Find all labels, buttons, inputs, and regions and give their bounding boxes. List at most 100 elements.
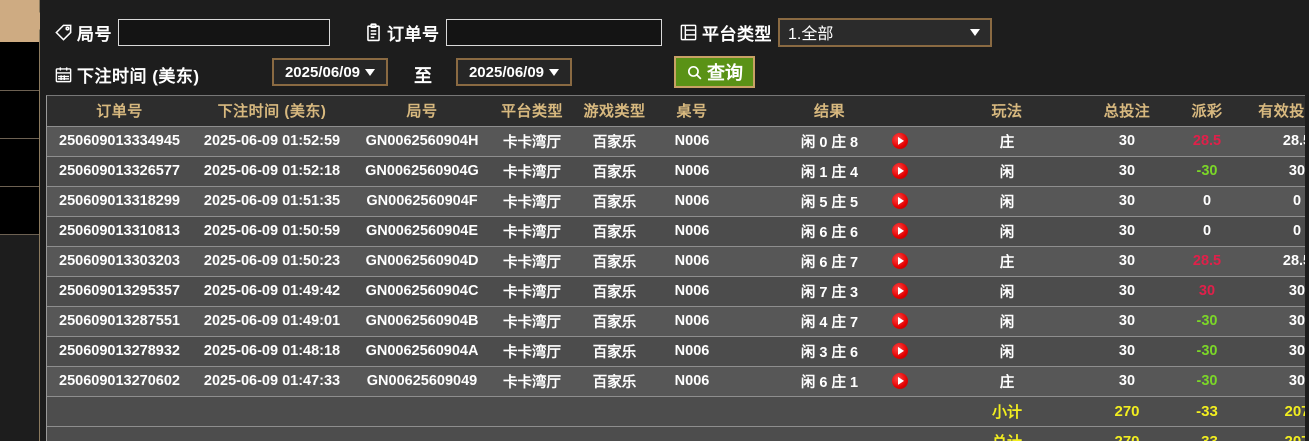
filter-bar: 局号 订单号 — [46, 8, 1303, 92]
play-icon[interactable] — [892, 163, 908, 180]
replay-button-wrap[interactable] — [892, 283, 908, 300]
cell-game: 百家乐 — [572, 126, 657, 157]
cell-payout: -30 — [1172, 366, 1242, 397]
query-button[interactable]: 查询 — [674, 56, 755, 88]
col-round[interactable]: 局号 — [352, 96, 492, 127]
col-table[interactable]: 桌号 — [657, 96, 727, 127]
replay-button-wrap[interactable] — [892, 223, 908, 240]
col-play[interactable]: 玩法 — [932, 96, 1082, 127]
cell-platform: 卡卡湾厅 — [492, 276, 572, 307]
cell-play: 闲 — [932, 216, 1082, 247]
table-row[interactable]: 250609013270602 2025-06-09 01:47:33 GN0062… — [47, 366, 1305, 397]
platform-select-value: 1.全部 — [788, 26, 834, 43]
total-row: 总计270-33207 — [47, 426, 1305, 441]
cell-platform: 卡卡湾厅 — [492, 126, 572, 157]
cell-result: 闲 3 庄 6 — [727, 336, 932, 367]
replay-button-wrap[interactable] — [892, 163, 908, 180]
cell-table: N006 — [657, 216, 727, 247]
table-row[interactable]: 250609013295357 2025-06-09 01:49:42 GN0062… — [47, 276, 1305, 307]
cell-table: N006 — [657, 246, 727, 277]
play-icon[interactable] — [892, 313, 908, 330]
table-row[interactable]: 250609013310813 2025-06-09 01:50:59 GN0062… — [47, 216, 1305, 247]
table-row[interactable]: 250609013287551 2025-06-09 01:49:01 GN0062… — [47, 306, 1305, 337]
replay-button-wrap[interactable] — [892, 253, 908, 270]
table-row[interactable]: 250609013303203 2025-06-09 01:50:23 GN0062… — [47, 246, 1305, 277]
date-from-value: 2025/06/09 — [284, 63, 361, 81]
sidebar-item-1[interactable] — [0, 43, 39, 91]
result-text: 闲 6 庄 1 — [800, 374, 859, 391]
play-icon[interactable] — [892, 223, 908, 240]
cell-round: GN0062560904C — [352, 276, 492, 307]
cell-order: 250609013318299 — [47, 186, 192, 217]
sidebar-item-active[interactable] — [0, 0, 39, 43]
replay-button-wrap[interactable] — [892, 193, 908, 210]
col-total-bet[interactable]: 总投注 — [1082, 96, 1172, 127]
result-text: 闲 3 庄 6 — [800, 344, 859, 361]
cell-game: 百家乐 — [572, 366, 657, 397]
col-valid-bet[interactable]: 有效投注额 — [1242, 96, 1305, 127]
subtotal-row-label: 小计 — [932, 396, 1082, 427]
play-icon[interactable] — [892, 373, 908, 390]
cell-game: 百家乐 — [572, 336, 657, 367]
play-icon[interactable] — [892, 133, 908, 150]
round-filter: 局号 — [54, 18, 330, 46]
table-row[interactable]: 250609013334945 2025-06-09 01:52:59 GN0062… — [47, 126, 1305, 157]
col-order[interactable]: 订单号 — [47, 96, 192, 127]
col-result[interactable]: 结果 — [727, 96, 932, 127]
platform-select[interactable]: 1.全部 — [778, 17, 992, 47]
cell-play: 闲 — [932, 156, 1082, 187]
col-platform[interactable]: 平台类型 — [492, 96, 572, 127]
play-icon[interactable] — [892, 253, 908, 270]
result-text: 闲 6 庄 6 — [800, 224, 859, 241]
replay-button-wrap[interactable] — [892, 313, 908, 330]
cell-total-bet: 30 — [1082, 366, 1172, 397]
cell-platform: 卡卡湾厅 — [492, 336, 572, 367]
table-body: 250609013334945 2025-06-09 01:52:59 GN0062… — [47, 126, 1305, 441]
cell-total-bet: 30 — [1082, 216, 1172, 247]
cell-payout: 30 — [1172, 276, 1242, 307]
cell-order: 250609013334945 — [47, 126, 192, 157]
cell-round: GN0062560904H — [352, 126, 492, 157]
table-row[interactable]: 250609013278932 2025-06-09 01:48:18 GN0062… — [47, 336, 1305, 367]
table-header-row: 订单号 下注时间 (美东) 局号 平台类型 游戏类型 桌号 结果 玩法 总投注 … — [47, 96, 1305, 127]
round-input[interactable] — [118, 18, 330, 46]
col-game[interactable]: 游戏类型 — [572, 96, 657, 127]
cell-platform: 卡卡湾厅 — [492, 366, 572, 397]
play-icon[interactable] — [892, 193, 908, 210]
cell-bet-time — [192, 426, 352, 441]
order-input[interactable] — [445, 18, 662, 46]
cell-total-bet: 30 — [1082, 246, 1172, 277]
cell-table — [657, 396, 727, 427]
cell-play: 闲 — [932, 306, 1082, 337]
total-row-valid-bet: 207 — [1242, 426, 1305, 441]
play-icon[interactable] — [892, 343, 908, 360]
table-row[interactable]: 250609013326577 2025-06-09 01:52:18 GN0062… — [47, 156, 1305, 187]
sidebar-item-3[interactable] — [0, 139, 39, 187]
cell-bet-time: 2025-06-09 01:49:42 — [192, 276, 352, 307]
date-to-picker[interactable]: 2025/06/09 — [456, 58, 572, 86]
cell-bet-time: 2025-06-09 01:49:01 — [192, 306, 352, 337]
cell-play: 庄 — [932, 246, 1082, 277]
sidebar-item-2[interactable] — [0, 91, 39, 139]
platform-filter: 平台类型 1.全部 — [679, 17, 992, 47]
cell-round: GN0062560904B — [352, 306, 492, 337]
play-icon[interactable] — [892, 283, 908, 300]
col-bet-time[interactable]: 下注时间 (美东) — [192, 96, 352, 127]
table-row[interactable]: 250609013318299 2025-06-09 01:51:35 GN0062… — [47, 186, 1305, 217]
sidebar-item-4[interactable] — [0, 187, 39, 235]
cell-bet-time: 2025-06-09 01:52:18 — [192, 156, 352, 187]
cell-payout: 0 — [1172, 186, 1242, 217]
col-payout[interactable]: 派彩 — [1172, 96, 1242, 127]
replay-button-wrap[interactable] — [892, 343, 908, 360]
cell-game: 百家乐 — [572, 216, 657, 247]
replay-button-wrap[interactable] — [892, 133, 908, 150]
replay-button-wrap[interactable] — [892, 373, 908, 390]
date-from-picker[interactable]: 2025/06/09 — [272, 58, 388, 86]
cell-result: 闲 4 庄 7 — [727, 306, 932, 337]
subtotal-row-total-bet: 270 — [1082, 396, 1172, 427]
subtotal-row-payout: -33 — [1172, 396, 1242, 427]
cell-payout: -30 — [1172, 156, 1242, 187]
cell-order: 250609013310813 — [47, 216, 192, 247]
cell-table: N006 — [657, 306, 727, 337]
